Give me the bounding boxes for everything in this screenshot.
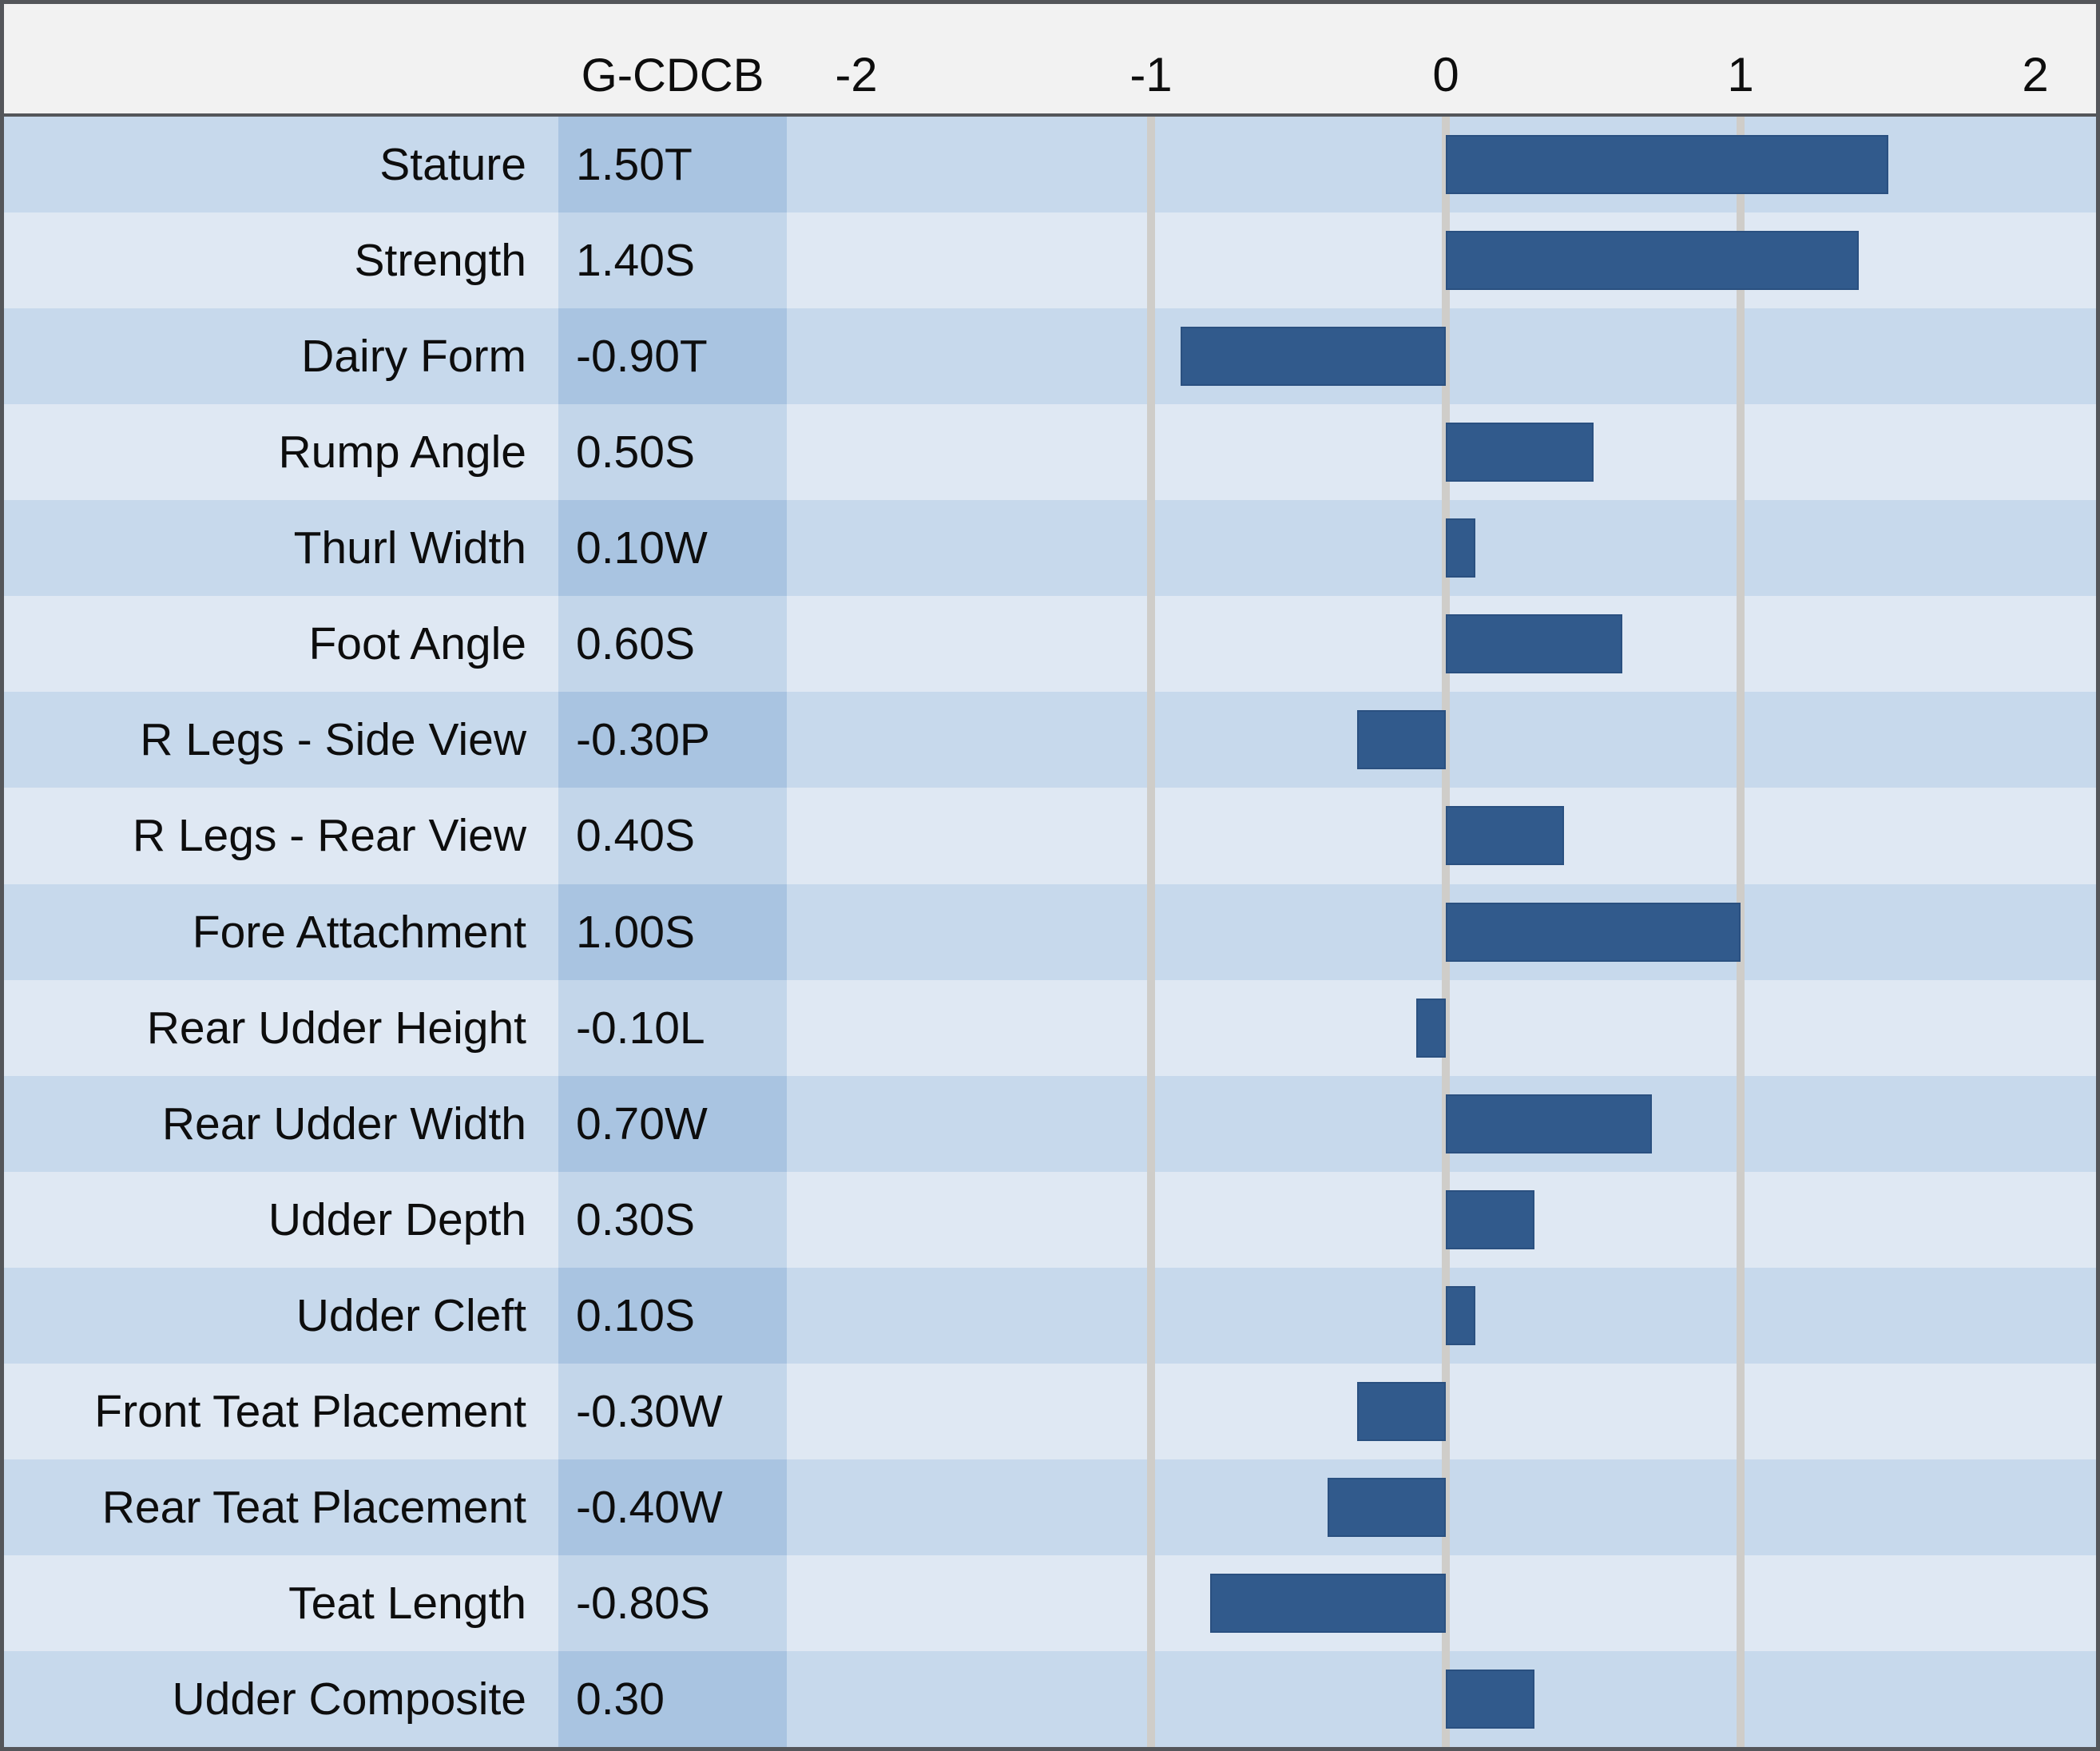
trait-value: -0.90T xyxy=(558,308,787,405)
trait-bar xyxy=(1446,1094,1653,1153)
trait-label: R Legs - Side View xyxy=(4,692,558,788)
trait-value: 1.50T xyxy=(558,117,787,213)
trait-value: 0.70W xyxy=(558,1075,787,1172)
trait-label: Udder Cleft xyxy=(4,1267,558,1364)
trait-value: 0.40S xyxy=(558,788,787,884)
trait-bar xyxy=(1209,1573,1446,1633)
trait-row: Dairy Form -0.90T xyxy=(4,308,2096,405)
trait-bar xyxy=(1446,1670,1534,1729)
bar-track xyxy=(787,979,2096,1076)
trait-row: Teat Length -0.80S xyxy=(4,1554,2096,1651)
trait-value: -0.40W xyxy=(558,1459,787,1555)
bar-track xyxy=(787,1363,2096,1459)
trait-bar xyxy=(1446,135,1888,194)
trait-row: Rear Udder Height -0.10L xyxy=(4,979,2096,1076)
trait-bar xyxy=(1446,902,1741,962)
trait-value: 0.10S xyxy=(558,1267,787,1364)
trait-bar xyxy=(1357,710,1446,770)
chart-plot-area: Stature 1.50T Strength 1.40S Dairy Form -0.90… xyxy=(4,117,2096,1747)
bar-track xyxy=(787,1651,2096,1747)
trait-bar xyxy=(1446,1189,1534,1249)
trait-row: Rear Teat Placement -0.40W xyxy=(4,1459,2096,1555)
trait-label: Strength xyxy=(4,212,558,309)
x-axis-tick: 0 xyxy=(1432,48,1459,101)
bar-track xyxy=(787,1075,2096,1172)
trait-row: R Legs - Side View -0.30P xyxy=(4,692,2096,788)
trait-bar xyxy=(1446,614,1623,674)
trait-row: Front Teat Placement -0.30W xyxy=(4,1363,2096,1459)
trait-row: Strength 1.40S xyxy=(4,212,2096,309)
trait-bar xyxy=(1357,1381,1446,1441)
trait-row: Stature 1.50T xyxy=(4,117,2096,213)
x-axis-tick: 1 xyxy=(1727,48,1754,101)
trait-bar xyxy=(1416,998,1446,1058)
trait-value: 0.30 xyxy=(558,1651,787,1747)
bar-track xyxy=(787,1267,2096,1364)
trait-row: Foot Angle 0.60S xyxy=(4,596,2096,693)
bar-track xyxy=(787,692,2096,788)
bar-track xyxy=(787,1459,2096,1555)
trait-row: Udder Depth 0.30S xyxy=(4,1171,2096,1268)
trait-row: Udder Composite 0.30 xyxy=(4,1651,2096,1747)
bar-track xyxy=(787,788,2096,884)
trait-label: Dairy Form xyxy=(4,308,558,405)
bar-track xyxy=(787,883,2096,980)
trait-label: Fore Attachment xyxy=(4,883,558,980)
trait-label: Rump Angle xyxy=(4,404,558,501)
bar-track xyxy=(787,212,2096,309)
trait-bar xyxy=(1328,1477,1446,1537)
chart-header: G-CDCB -2 -1 0 1 2 xyxy=(4,4,2096,117)
trait-value: 1.40S xyxy=(558,212,787,309)
bar-track xyxy=(787,1171,2096,1268)
trait-label: Udder Composite xyxy=(4,1651,558,1747)
trait-label: R Legs - Rear View xyxy=(4,788,558,884)
trait-bar xyxy=(1180,327,1446,387)
bar-track xyxy=(787,500,2096,597)
x-gridline xyxy=(1737,117,1745,1747)
trait-row: Rear Udder Width 0.70W xyxy=(4,1075,2096,1172)
trait-value: -0.30P xyxy=(558,692,787,788)
bar-track xyxy=(787,404,2096,501)
x-axis-tick: -1 xyxy=(1129,48,1173,101)
x-gridline xyxy=(1147,117,1155,1747)
trait-label: Rear Udder Width xyxy=(4,1075,558,1172)
trait-label: Teat Length xyxy=(4,1554,558,1651)
trait-value: 1.00S xyxy=(558,883,787,980)
trait-label: Foot Angle xyxy=(4,596,558,693)
trait-bar xyxy=(1446,518,1475,578)
trait-bar xyxy=(1446,1285,1475,1345)
trait-label: Rear Udder Height xyxy=(4,979,558,1076)
bar-track xyxy=(787,1554,2096,1651)
trait-bar xyxy=(1446,806,1564,866)
trait-label: Front Teat Placement xyxy=(4,1363,558,1459)
trait-label: Thurl Width xyxy=(4,500,558,597)
trait-value: -0.80S xyxy=(558,1554,787,1651)
trait-label: Stature xyxy=(4,117,558,213)
trait-value: 0.10W xyxy=(558,500,787,597)
trait-value: 0.60S xyxy=(558,596,787,693)
trait-label: Udder Depth xyxy=(4,1171,558,1268)
trait-value: -0.10L xyxy=(558,979,787,1076)
trait-bar xyxy=(1446,231,1859,291)
trait-value: 0.30S xyxy=(558,1171,787,1268)
value-column-header: G-CDCB xyxy=(581,50,764,101)
trait-bar xyxy=(1446,423,1594,482)
bar-track xyxy=(787,117,2096,213)
trait-row: Udder Cleft 0.10S xyxy=(4,1267,2096,1364)
trait-row: Thurl Width 0.10W xyxy=(4,500,2096,597)
trait-label: Rear Teat Placement xyxy=(4,1459,558,1555)
x-axis-tick: -2 xyxy=(835,48,878,101)
trait-row: Rump Angle 0.50S xyxy=(4,404,2096,501)
x-axis-tick: 2 xyxy=(2022,48,2049,101)
bar-track xyxy=(787,308,2096,405)
trait-row: R Legs - Rear View 0.40S xyxy=(4,788,2096,884)
trait-value: 0.50S xyxy=(558,404,787,501)
trait-value: -0.30W xyxy=(558,1363,787,1459)
trait-row: Fore Attachment 1.00S xyxy=(4,883,2096,980)
bar-track xyxy=(787,596,2096,693)
